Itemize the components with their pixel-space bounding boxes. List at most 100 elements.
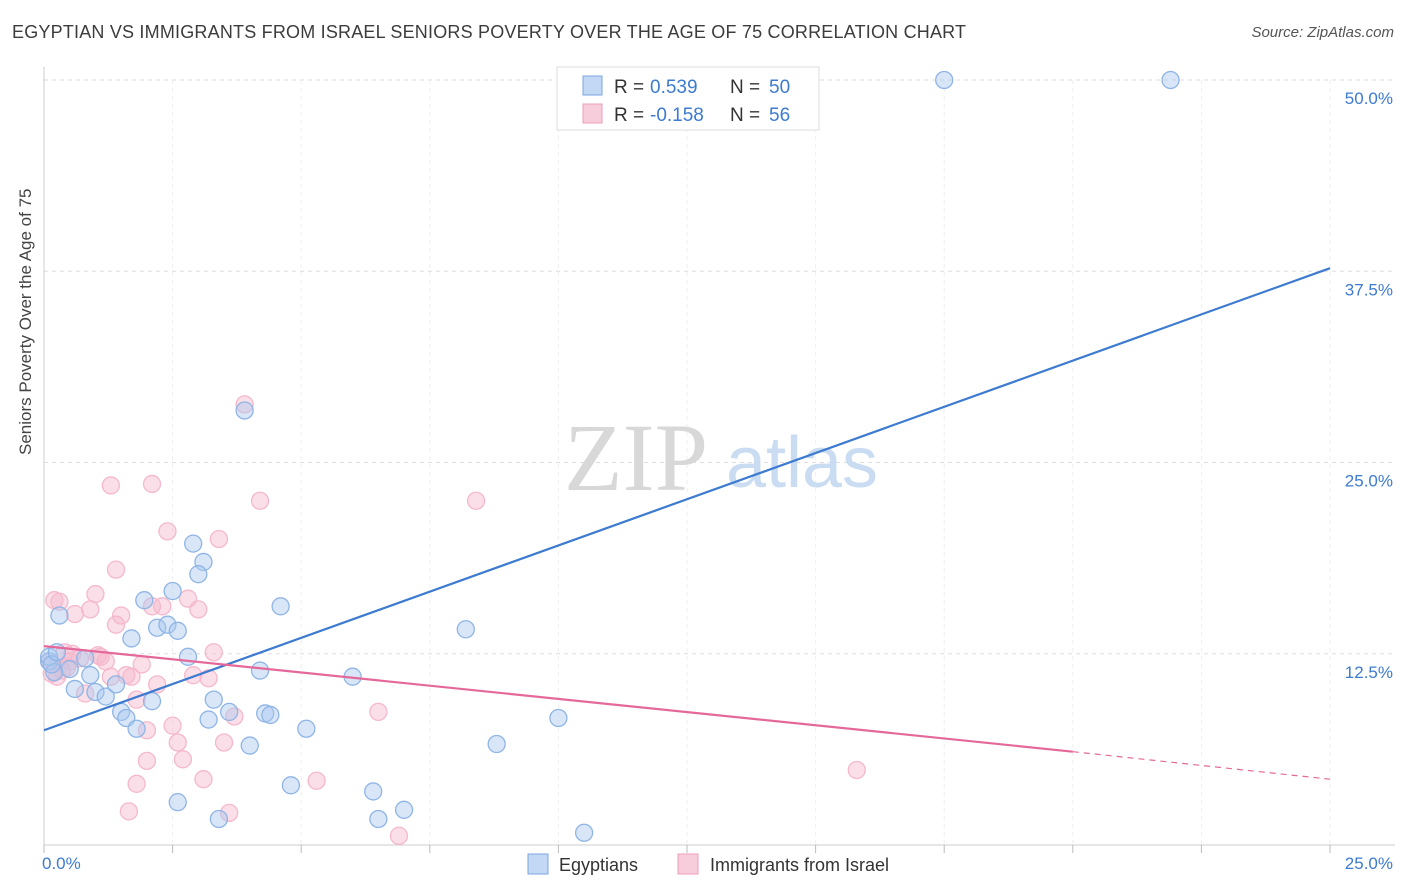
legend-n-label: N = bbox=[730, 77, 760, 98]
pink-point bbox=[369, 702, 388, 722]
legend-label-egyptians: Egyptians bbox=[559, 855, 638, 875]
y-tick-label: 50.0% bbox=[1345, 89, 1393, 108]
pink-point bbox=[158, 522, 177, 541]
pink-point bbox=[101, 476, 121, 495]
legend-top: R = 0.539 N = 50 R = -0.158 N = 56 bbox=[556, 66, 820, 131]
y-tick-label: 37.5% bbox=[1345, 280, 1393, 299]
y-tick-label: 25.0% bbox=[1345, 472, 1393, 491]
pink-point bbox=[235, 395, 254, 414]
blue-point bbox=[60, 659, 79, 679]
blue-point bbox=[184, 534, 203, 553]
pink-point bbox=[194, 770, 213, 789]
pink-point bbox=[847, 760, 866, 780]
legend-label-israel: Immigrants from Israel bbox=[710, 855, 889, 875]
pink-point bbox=[199, 669, 218, 688]
blue-point bbox=[65, 679, 85, 699]
blue-point bbox=[297, 719, 316, 738]
legend-swatch-israel bbox=[677, 853, 699, 875]
israel-trend-line bbox=[43, 645, 1073, 753]
legend-swatch bbox=[582, 103, 603, 124]
pink-point bbox=[137, 751, 157, 770]
grid-layer bbox=[44, 79, 1395, 845]
blue-point bbox=[163, 581, 182, 601]
blue-point bbox=[81, 666, 100, 685]
pink-point bbox=[112, 606, 131, 625]
watermark-atlas: atlas bbox=[726, 423, 878, 503]
blue-point bbox=[199, 710, 218, 729]
watermark: ZIP atlas bbox=[564, 404, 878, 511]
pink-point bbox=[250, 491, 270, 510]
pink-point bbox=[122, 667, 141, 686]
blue-point bbox=[168, 621, 187, 640]
blue-point bbox=[76, 649, 95, 668]
pink-point bbox=[153, 597, 172, 616]
blue-point bbox=[456, 620, 475, 639]
blue-point bbox=[39, 652, 59, 671]
blue-point bbox=[240, 736, 259, 755]
blue-point bbox=[235, 401, 254, 420]
legend-r-value: -0.158 bbox=[650, 105, 704, 126]
blue-point bbox=[271, 597, 290, 616]
blue-point bbox=[178, 647, 198, 666]
pink-point bbox=[86, 584, 105, 604]
pink-point bbox=[132, 655, 151, 674]
legend-bottom: Egyptians Immigrants from Israel bbox=[527, 853, 889, 875]
y-tick-label: 12.5% bbox=[1345, 663, 1393, 682]
blue-point bbox=[142, 692, 162, 711]
watermark-zip: ZIP bbox=[564, 404, 708, 511]
pink-point bbox=[466, 491, 486, 510]
blue-point bbox=[935, 70, 954, 90]
blue-point bbox=[86, 682, 105, 702]
pink-point bbox=[168, 733, 187, 752]
blue-point bbox=[250, 661, 270, 680]
pink-point bbox=[119, 802, 139, 821]
pink-point bbox=[220, 803, 239, 823]
x-tick-label: 25.0% bbox=[1345, 854, 1393, 873]
pink-point bbox=[307, 771, 326, 790]
legend-swatch bbox=[582, 75, 603, 96]
blue-point bbox=[189, 565, 208, 584]
blue-point bbox=[549, 708, 568, 728]
axes-layer: 12.5% 25.0% 37.5% 50.0% 0.0% 25.0% bbox=[42, 67, 1395, 873]
pink-point bbox=[184, 666, 203, 685]
blue-point bbox=[369, 809, 388, 829]
x-tick-label: 0.0% bbox=[42, 854, 81, 873]
pink-point bbox=[106, 615, 126, 634]
blue-point bbox=[122, 629, 141, 648]
blue-point bbox=[96, 687, 115, 706]
pink-point bbox=[81, 600, 100, 619]
pink-point bbox=[65, 604, 85, 624]
legend-r-label: R = bbox=[614, 105, 644, 126]
blue-point bbox=[106, 675, 126, 694]
blue-point bbox=[261, 705, 280, 725]
chart-title: EGYPTIAN VS IMMIGRANTS FROM ISRAEL SENIO… bbox=[12, 22, 967, 42]
source-label: Source: ZipAtlas.com bbox=[1251, 24, 1394, 41]
pink-point bbox=[142, 474, 162, 494]
blue-point bbox=[158, 615, 177, 634]
blue-point bbox=[50, 606, 69, 625]
pink-point bbox=[189, 600, 208, 619]
blue-point bbox=[204, 690, 223, 709]
blue-point bbox=[135, 591, 154, 610]
pink-point bbox=[389, 826, 409, 845]
pink-point bbox=[204, 643, 223, 662]
blue-point bbox=[148, 618, 167, 637]
trend-lines bbox=[43, 267, 1331, 780]
blue-point bbox=[127, 719, 146, 738]
legend-swatch-egyptians bbox=[527, 853, 549, 875]
series-immigrants-from-israel bbox=[39, 395, 866, 845]
series-egyptians bbox=[39, 70, 1180, 842]
blue-point bbox=[364, 782, 383, 801]
legend-r-label: R = bbox=[614, 77, 644, 98]
blue-point bbox=[220, 702, 239, 722]
pink-point bbox=[106, 560, 126, 579]
egyptians-trend-line bbox=[43, 267, 1331, 732]
pink-point bbox=[163, 716, 182, 735]
legend-n-value: 56 bbox=[769, 105, 790, 126]
legend-r-value: 0.539 bbox=[650, 77, 698, 98]
blue-point bbox=[1161, 70, 1180, 90]
blue-point bbox=[394, 800, 414, 819]
legend-n-value: 50 bbox=[769, 77, 790, 98]
legend-n-label: N = bbox=[730, 105, 760, 126]
